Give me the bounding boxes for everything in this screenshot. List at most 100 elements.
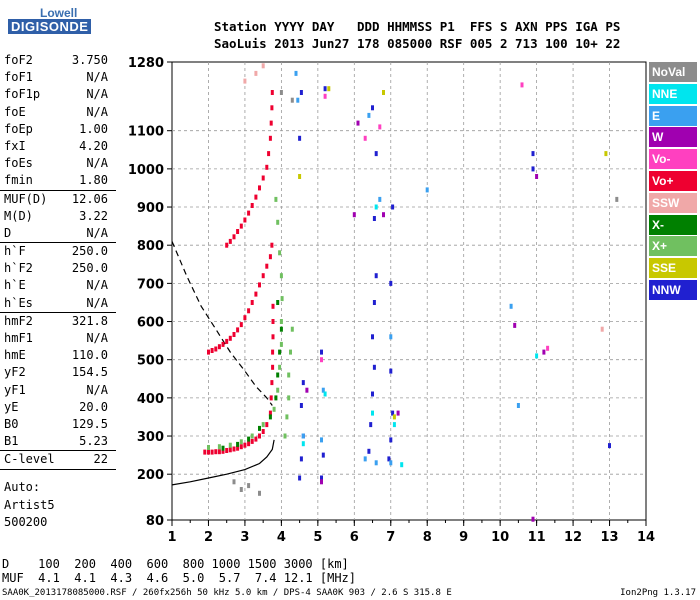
echo-point-sse xyxy=(298,174,302,179)
echo-point-vo- xyxy=(269,120,273,126)
param-row: C-level 22 xyxy=(0,451,116,468)
echo-point-vo- xyxy=(261,175,265,181)
param-value: N/A xyxy=(86,156,108,171)
scaled-parameters-panel: foF2 3.750 foF1 N/A foF1p N/A foE N/A foEp 1.00 fx… xyxy=(0,52,116,470)
echo-point-vo- xyxy=(268,135,272,141)
param-row: foE N/A xyxy=(0,104,116,121)
digisonde-logo: Lowell DIGISONDE xyxy=(4,6,104,46)
echo-point-vo- xyxy=(320,357,323,363)
y-tick-label: 800 xyxy=(137,239,164,254)
param-value: 110.0 xyxy=(71,348,108,363)
param-row: fxI 4.20 xyxy=(0,138,116,155)
echo-point-nnw xyxy=(323,86,327,92)
param-name: hmF1 xyxy=(4,331,33,345)
echo-point-e xyxy=(389,460,393,466)
echo-point-vo- xyxy=(250,203,254,208)
param-row: hmE 110.0 xyxy=(0,347,116,364)
echo-point-nnw xyxy=(389,437,393,443)
echo-point-x- xyxy=(221,445,225,451)
echo-point-vo- xyxy=(207,449,210,455)
echo-point-x- xyxy=(276,372,280,378)
x-tick-label: 10 xyxy=(491,530,509,545)
legend-item-nnw: NNW xyxy=(649,279,697,300)
param-row: fmin 1.80 xyxy=(0,172,116,189)
echo-point-vo- xyxy=(225,448,229,453)
param-name: foEs xyxy=(4,156,33,171)
param-value: 22 xyxy=(93,452,108,467)
echo-point-w xyxy=(531,516,535,522)
echo-point-vo- xyxy=(243,217,247,223)
echo-point-vo- xyxy=(247,210,251,216)
param-row: h`F 250.0 xyxy=(0,243,116,260)
echo-point-vo- xyxy=(247,308,251,314)
param-row: h`E N/A xyxy=(0,277,116,294)
echo-point-vo- xyxy=(265,164,269,170)
echo-point-vo- xyxy=(270,105,274,111)
legend-item-nne: NNE xyxy=(649,83,697,104)
x-tick-label: 5 xyxy=(313,530,322,545)
param-row: foF1 N/A xyxy=(0,69,116,86)
echo-point-nnw xyxy=(371,391,374,397)
station-header: Station YYYY DAY DDD HHMMSS P1 FFS S AXN… xyxy=(214,18,620,52)
echo-point-vo- xyxy=(225,242,229,248)
echo-point-noval xyxy=(247,483,251,489)
echo-point-nnw xyxy=(299,456,303,462)
param-value: 5.23 xyxy=(79,434,108,449)
param-value: 321.8 xyxy=(71,313,108,328)
legend-item-x-: X+ xyxy=(649,236,697,257)
echo-point-noval xyxy=(239,487,243,492)
logo-lowell-text: Lowell xyxy=(40,6,78,20)
echo-point-nnw xyxy=(367,448,371,454)
echo-point-nnw xyxy=(374,151,378,157)
echo-point-x- xyxy=(258,425,261,431)
echo-point-x- xyxy=(276,300,280,305)
echo-point-x- xyxy=(236,441,240,447)
header-values: SaoLuis 2013 Jun27 178 085000 RSF 005 2 … xyxy=(214,36,621,51)
echo-point-vo- xyxy=(270,242,274,248)
echo-point-vo- xyxy=(232,446,236,452)
solid-profile-line xyxy=(171,439,275,486)
param-value: 3.22 xyxy=(79,208,108,223)
echo-point-x- xyxy=(274,395,278,401)
param-name: yF1 xyxy=(4,382,26,397)
param-name: hmE xyxy=(4,348,26,363)
footer-file-info: SAA0K_2013178085000.RSF / 260fx256h 50 k… xyxy=(2,588,452,598)
echo-point-vo- xyxy=(270,90,274,95)
param-separator xyxy=(0,242,116,244)
echo-point-noval xyxy=(232,479,236,485)
echo-point-nnw xyxy=(371,105,374,111)
echo-point-vo- xyxy=(217,449,221,455)
echo-point-e xyxy=(320,437,323,443)
param-name: h`F2 xyxy=(4,261,33,276)
echo-point-vo- xyxy=(270,380,274,386)
echo-point-vo- xyxy=(217,344,221,350)
echo-point-x- xyxy=(290,326,294,332)
echo-point-x- xyxy=(268,414,272,420)
echo-point-w xyxy=(535,174,539,179)
param-name: yF2 xyxy=(4,365,26,380)
echo-point-vo- xyxy=(261,429,265,434)
echo-point-nnw xyxy=(389,368,393,374)
x-tick-label: 11 xyxy=(528,530,546,545)
echo-point-x- xyxy=(217,444,221,450)
echo-point-e xyxy=(294,70,298,76)
echo-point-nnw xyxy=(298,135,302,141)
echo-point-vo- xyxy=(214,449,218,455)
echo-point-sse xyxy=(392,414,396,420)
echo-point-x- xyxy=(279,273,283,279)
echo-point-vo- xyxy=(210,348,214,353)
param-value: 250.0 xyxy=(71,244,108,259)
echo-point-vo- xyxy=(207,349,210,355)
echo-point-nnw xyxy=(372,300,376,305)
echo-point-vo- xyxy=(236,229,240,234)
echo-point-w xyxy=(382,212,385,218)
echo-point-x- xyxy=(274,196,278,202)
x-tick-label: 9 xyxy=(459,530,468,545)
param-row: h`F2 250.0 xyxy=(0,260,116,277)
echo-point-noval xyxy=(615,196,619,202)
echo-point-x- xyxy=(276,387,280,393)
y-tick-label: 1100 xyxy=(128,125,164,140)
echo-point-nnw xyxy=(320,475,323,481)
echo-point-vo- xyxy=(271,334,275,340)
param-value: N/A xyxy=(86,295,108,310)
